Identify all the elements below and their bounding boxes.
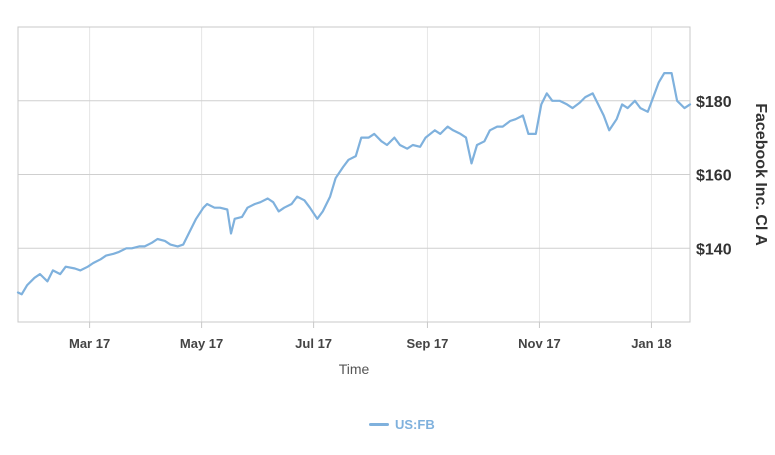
y-tick-label: $140 [696, 241, 732, 258]
x-axis-title: Time [339, 361, 370, 377]
legend-swatch [369, 423, 389, 426]
grid-lines [18, 27, 690, 322]
legend[interactable]: US:FB [369, 417, 435, 432]
x-tick-label: Nov 17 [518, 336, 561, 351]
y-axis-title: Facebook Inc. Cl A [752, 103, 769, 246]
x-tick-label: May 17 [180, 336, 223, 351]
y-tick-label: $160 [696, 168, 732, 185]
x-tick-label: Sep 17 [406, 336, 448, 351]
y-axis-ticks: $140 $160 $180 [696, 94, 732, 259]
y-tick-label: $180 [696, 94, 732, 111]
x-tick-label: Jul 17 [295, 336, 332, 351]
x-axis-ticks: Mar 17 May 17 Jul 17 Sep 17 Nov 17 Jan 18 [69, 322, 672, 351]
x-tick-label: Mar 17 [69, 336, 110, 351]
plot-frame [17, 26, 691, 323]
x-tick-label: Jan 18 [631, 336, 671, 351]
legend-label-us-fb: US:FB [395, 417, 435, 432]
series-line-us-fb[interactable] [16, 72, 692, 296]
